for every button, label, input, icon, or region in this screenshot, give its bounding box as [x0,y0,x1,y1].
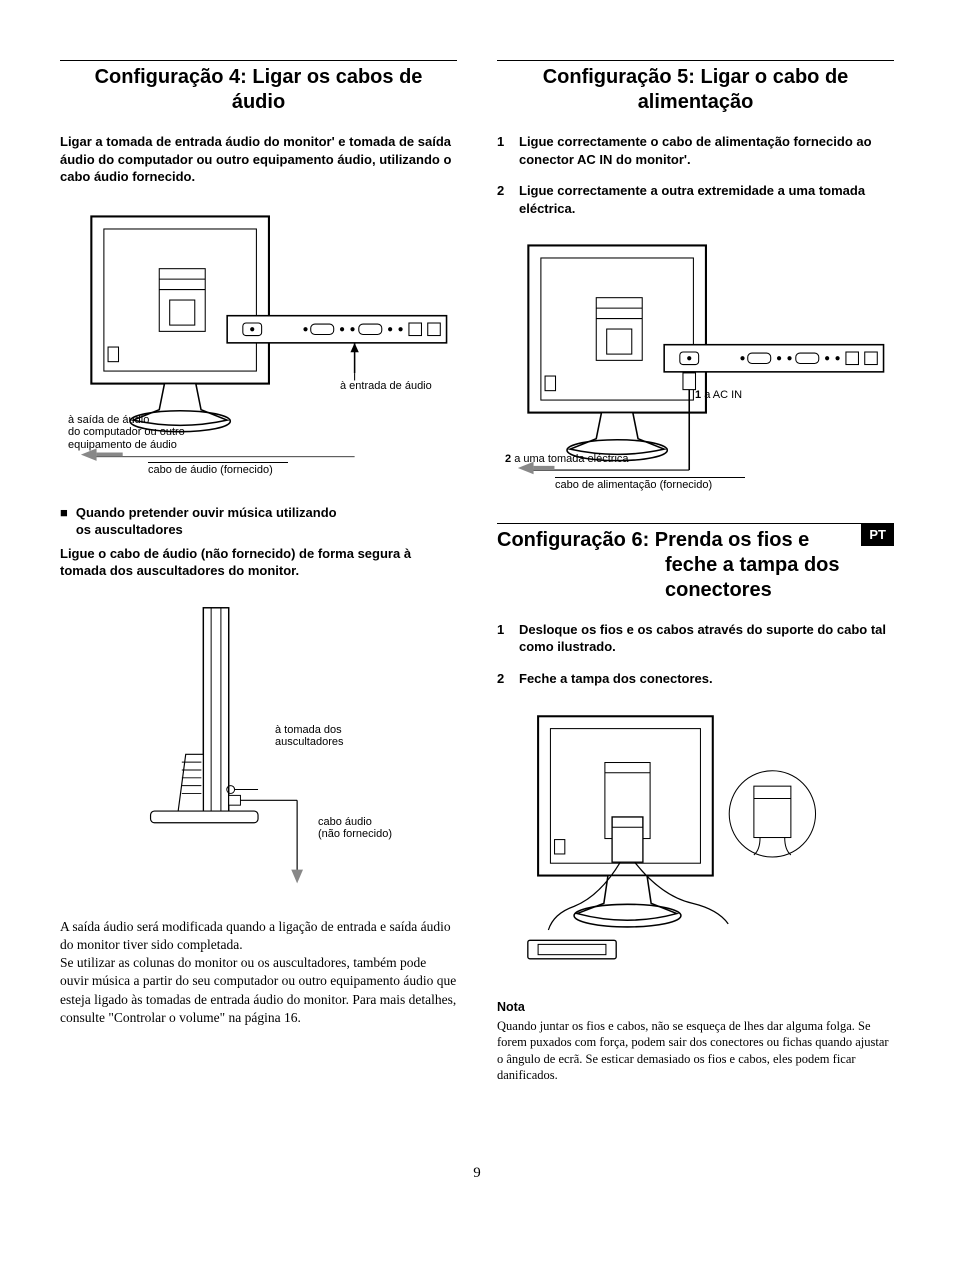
language-tab: PT [861,523,894,547]
step-item: 2Ligue correctamente a outra extremidade… [497,182,894,217]
figure-power-cable: 1 a AC IN 2 a uma tomada eléctrica cabo … [497,235,894,501]
step-item: 1Desloque os fios e os cabos através do … [497,621,894,656]
subhead-line: os auscultadores [76,522,183,537]
figure-headphones: à tomada dos auscultadores cabo áudio (n… [60,598,457,896]
two-column-layout: Configuração 4: Ligar os cabos de áudio … [60,60,894,1083]
label-cabo-ausc: cabo áudio (não fornecido) [318,816,392,841]
section-rule [497,523,894,524]
label-cable: cabo de áudio (fornecido) [148,462,288,477]
heading-line: feche a tampa dos [497,554,840,576]
label-power-cable: cabo de alimentação (fornecido) [555,477,745,492]
heading-line: Configuração 6: Prenda os fios e [497,529,809,551]
label-tomada-elec: 2 a uma tomada eléctrica [505,453,629,466]
square-bullet-icon: ■ [60,504,68,539]
figure-audio-cable: à entrada de áudio à saída de áudio do c… [60,206,457,482]
sec6-wrap: PT Configuração 6: Prenda os fios e fech… [497,523,894,603]
sec4-bodytext: A saída áudio será modificada quando a l… [60,918,457,1027]
sec6-steps: 1Desloque os fios e os cabos através do … [497,621,894,688]
label-entrada: à entrada de áudio [340,380,432,393]
label-tomada-ausc: à tomada dos auscultadores [275,724,344,749]
heading-line: conectores [497,579,772,601]
sec4-heading: Configuração 4: Ligar os cabos de áudio [60,65,457,115]
label-saida: à saída de áudio do computador ou outro … [68,414,185,452]
headphones-body: Ligue o cabo de áudio (não fornecido) de… [60,545,457,580]
step-item: 1Ligue correctamente o cabo de alimentaç… [497,133,894,168]
sec5-heading: Configuração 5: Ligar o cabo de alimenta… [497,65,894,115]
section-rule [497,60,894,61]
page-number: 9 [60,1163,894,1183]
section-rule [60,60,457,61]
heading-line: alimentação [638,91,754,113]
sec6-heading: Configuração 6: Prenda os fios e feche a… [497,528,894,603]
heading-line: Configuração 5: Ligar o cabo de [543,66,849,88]
headphones-subheading: ■ Quando pretender ouvir música utilizan… [60,504,457,539]
heading-line: áudio [232,91,285,113]
nota-body: Quando juntar os fios e cabos, não se es… [497,1018,894,1083]
subhead-line: Quando pretender ouvir música utilizando [76,505,337,520]
monitor-side-diagram [131,598,385,891]
nota-title: Nota [497,999,894,1016]
label-acin: 1 a AC IN [695,389,742,402]
step-item: 2Feche a tampa dos conectores. [497,670,894,688]
heading-line: Configuração 4: Ligar os cabos de [95,66,423,88]
sec5-steps: 1Ligue correctamente o cabo de alimentaç… [497,133,894,217]
left-column: Configuração 4: Ligar os cabos de áudio … [60,60,457,1083]
monitor-cover-diagram [497,706,846,973]
sec4-intro: Ligar a tomada de entrada áudio do monit… [60,133,457,186]
figure-cable-cover [497,706,894,978]
right-column: Configuração 5: Ligar o cabo de alimenta… [497,60,894,1083]
